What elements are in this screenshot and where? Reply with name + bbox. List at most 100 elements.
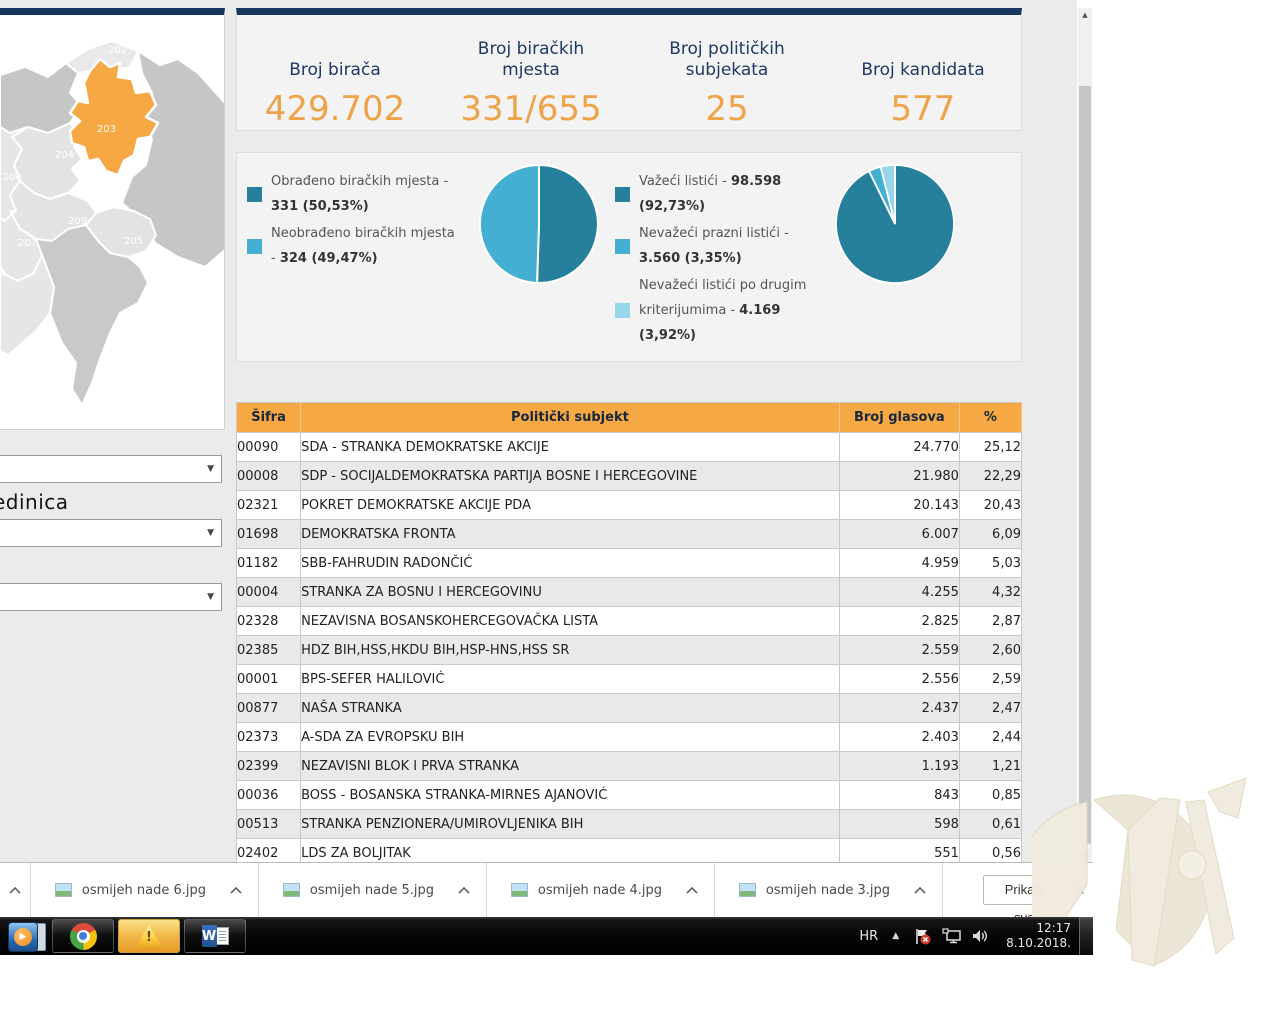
media-player-taskbar-icon[interactable]: ▶ <box>8 920 48 952</box>
clock[interactable]: 12:17 8.10.2018. <box>1006 921 1071 951</box>
action-center-flag-icon[interactable] <box>913 928 932 945</box>
filter-dropdown-3[interactable]: ▼ <box>0 583 222 611</box>
close-downloads-bar-icon[interactable]: ✕ <box>1073 881 1086 899</box>
cell-votes: 598 <box>838 809 960 839</box>
chevron-up-icon[interactable] <box>914 886 926 894</box>
alert-taskbar-button[interactable]: ! <box>118 919 180 953</box>
chrome-taskbar-button[interactable] <box>52 919 114 953</box>
map-label-207: 207 <box>18 238 37 249</box>
legend-item: Obrađeno biračkih mjesta - 331 (50,53%) <box>247 169 459 219</box>
page-scrollbar[interactable]: ▲ ▼ <box>1078 8 1092 862</box>
legend-text: Nevažeći listići po drugim kriterijumima… <box>639 278 807 343</box>
image-file-icon <box>282 883 300 897</box>
download-item[interactable]: osmijeh nade 5.jpg <box>257 863 486 917</box>
table-row: 00877 NAŠA STRANKA 2.437 2,47 <box>235 693 1023 723</box>
legend-text: Obrađeno biračkih mjesta - 331 (50,53%) <box>271 174 449 214</box>
cell-code: 02328 <box>235 606 302 636</box>
map-label-202: 202 <box>108 45 127 56</box>
header-votes: Broj glasova <box>839 402 960 433</box>
table-row: 01698 DEMOKRATSKA FRONTA 6.007 6,09 <box>235 519 1023 549</box>
chevron-up-icon[interactable] <box>230 886 242 894</box>
image-file-icon <box>738 883 756 897</box>
language-indicator[interactable]: HR <box>859 928 879 944</box>
cell-code: 02402 <box>235 838 302 862</box>
cell-percent: 2,60 <box>958 635 1023 665</box>
table-row: 02373 A-SDA ZA EVROPSKU BIH 2.403 2,44 <box>235 722 1023 752</box>
legend-text: Neobrađeno biračkih mjesta - 324 (49,47%… <box>271 226 455 266</box>
cell-code: 02385 <box>235 635 302 665</box>
stat-card: Broj biračkih mjesta 331/655 <box>433 15 629 130</box>
network-icon[interactable] <box>942 928 962 944</box>
cell-subject: NEZAVISNA BOSANSKOHERCEGOVAČKA LISTA <box>300 606 840 636</box>
tray-expand-icon[interactable]: ▲ <box>892 931 900 941</box>
word-taskbar-button[interactable]: W <box>184 919 246 953</box>
download-item-collapsed[interactable] <box>0 863 30 917</box>
turnout-pie-chart <box>477 162 601 290</box>
cell-code: 00513 <box>235 809 302 839</box>
charts-box: Obrađeno biračkih mjesta - 331 (50,53%) … <box>236 152 1022 362</box>
cell-subject: STRANKA ZA BOSNU I HERCEGOVINU <box>300 577 840 607</box>
cell-percent: 2,44 <box>958 722 1023 752</box>
cell-percent: 0,56 <box>958 838 1023 862</box>
legend-swatch <box>247 186 262 202</box>
cell-votes: 2.825 <box>838 606 960 636</box>
cell-votes: 843 <box>838 780 960 810</box>
chevron-down-icon: ▼ <box>207 592 214 602</box>
volume-icon[interactable] <box>972 928 990 944</box>
cell-votes: 2.403 <box>838 722 960 752</box>
map-region-southwest[interactable] <box>0 254 55 356</box>
legend-item: Neobrađeno biračkih mjesta - 324 (49,47%… <box>247 221 459 271</box>
show-desktop-button[interactable] <box>1079 917 1093 955</box>
legend-swatch <box>615 238 630 254</box>
map-panel: 202 203 204 205 206 207 209 8 <box>0 8 225 430</box>
pie-slice-invalid-other <box>879 164 896 225</box>
download-item[interactable]: osmijeh nade 6.jpg <box>29 863 258 917</box>
clock-date: 8.10.2018. <box>1006 936 1071 950</box>
downloads-bar-actions: Prikaži sve ✕ <box>941 863 1093 925</box>
cell-subject: A-SDA ZA EVROPSKU BIH <box>300 722 840 752</box>
cell-percent: 22,29 <box>958 461 1023 491</box>
cell-subject: DEMOKRATSKA FRONTA <box>300 519 840 549</box>
cell-code: 00008 <box>235 461 302 491</box>
scroll-up-arrow-icon[interactable]: ▲ <box>1082 11 1088 19</box>
stat-value: 25 <box>705 89 749 129</box>
chevron-up-icon[interactable] <box>458 886 470 894</box>
cell-subject: NAŠA STRANKA <box>300 693 840 723</box>
download-item[interactable]: osmijeh nade 4.jpg <box>485 863 714 917</box>
header-percent: % <box>959 402 1023 433</box>
table-row: 01182 SBB-FAHRUDIN RADONČIĆ 4.959 5,03 <box>235 548 1023 578</box>
cell-votes: 24.770 <box>838 432 960 462</box>
map-label-206: 206 <box>3 172 22 183</box>
download-items: osmijeh nade 6.jpg osmijeh nade 5.jpg os… <box>29 863 942 917</box>
cell-subject: SBB-FAHRUDIN RADONČIĆ <box>300 548 840 578</box>
chevron-up-icon[interactable] <box>686 886 698 894</box>
legend-item: Nevažeći prazni listići - 3.560 (3,35%) <box>615 221 817 271</box>
cell-votes: 2.437 <box>838 693 960 723</box>
pie-slice-unprocessed <box>478 163 540 285</box>
cell-percent: 5,03 <box>958 548 1023 578</box>
show-all-downloads-button[interactable]: Prikaži sve <box>982 875 1066 925</box>
table-row: 00090 SDA - STRANKA DEMOKRATSKE AKCIJE 2… <box>235 432 1023 462</box>
scroll-down-arrow-icon[interactable]: ▼ <box>1082 851 1088 859</box>
cell-percent: 6,09 <box>958 519 1023 549</box>
stat-card: Broj birača 429.702 <box>237 15 433 130</box>
results-table-body: 00090 SDA - STRANKA DEMOKRATSKE AKCIJE 2… <box>235 432 1023 862</box>
ballots-pie-legend: Važeći listići - 98.598 (92,73%) Nevažeć… <box>615 169 817 350</box>
table-row: 02402 LDS ZA BOLJITAK 551 0,56 <box>235 838 1023 862</box>
legend-swatch <box>615 186 630 202</box>
download-filename: osmijeh nade 3.jpg <box>765 882 890 898</box>
table-row: 00008 SDP - SOCIJALDEMOKRATSKA PARTIJA B… <box>235 461 1023 491</box>
filter-dropdown-2[interactable]: ▼ <box>0 519 222 547</box>
cell-percent: 4,32 <box>958 577 1023 607</box>
cell-code: 01182 <box>235 548 302 578</box>
table-row: 02399 NEZAVISNI BLOK I PRVA STRANKA 1.19… <box>235 751 1023 781</box>
map-region-203-highlighted[interactable] <box>68 57 160 177</box>
scrollbar-thumb[interactable] <box>1079 86 1091 844</box>
cell-code: 00036 <box>235 780 302 810</box>
legend-swatch <box>615 303 630 318</box>
cell-votes: 551 <box>838 838 960 862</box>
filter-dropdown-1[interactable]: ▼ <box>0 455 222 483</box>
stat-label: Broj biračkih mjesta <box>477 39 585 80</box>
table-row: 02328 NEZAVISNA BOSANSKOHERCEGOVAČKA LIS… <box>235 606 1023 636</box>
download-item[interactable]: osmijeh nade 3.jpg <box>713 863 942 917</box>
